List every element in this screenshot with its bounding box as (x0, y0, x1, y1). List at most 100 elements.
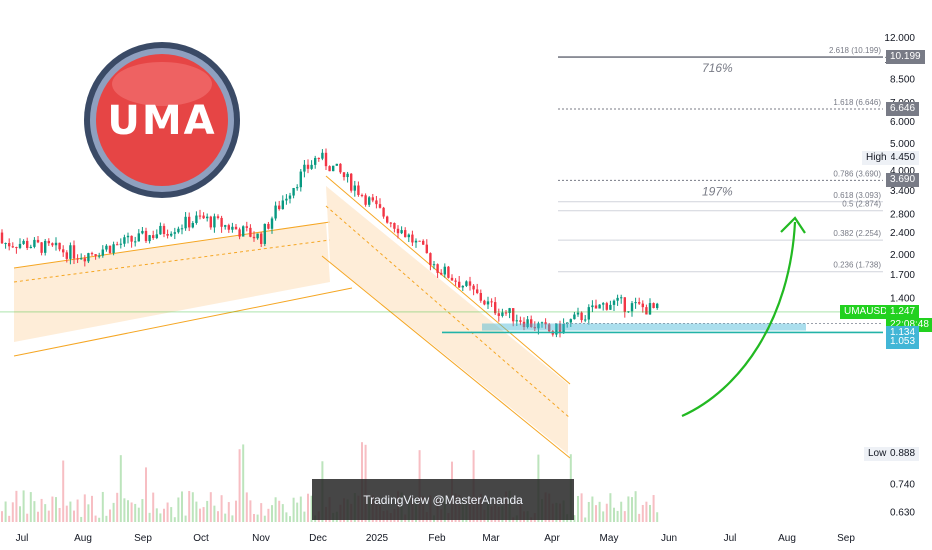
candle-body (612, 300, 616, 305)
candle-body (591, 305, 594, 308)
candle-body (375, 200, 378, 205)
candle-body (260, 233, 263, 244)
volume-bar (235, 500, 237, 522)
candle-body (616, 297, 619, 301)
y-tick-label: 5.000 (890, 139, 915, 150)
candle-body (494, 302, 497, 314)
candle-body (414, 240, 418, 243)
volume-bar (112, 502, 115, 522)
candle-body (144, 230, 148, 242)
candle-body (11, 246, 14, 248)
candle-body (598, 304, 601, 309)
volume-bar (29, 492, 32, 522)
candle-body (112, 244, 115, 253)
volume-bar (134, 503, 137, 522)
candle-body (288, 195, 292, 199)
support-zone (482, 323, 806, 331)
candle-body (314, 157, 317, 165)
fib-label: 2.618 (10.199) (829, 46, 881, 55)
candle-body (238, 229, 241, 237)
downtrend-channel-top (325, 175, 571, 385)
candle-body (18, 243, 22, 248)
candle-body (245, 226, 248, 228)
volume-bar (109, 509, 111, 522)
volume-bar (76, 499, 79, 522)
candle-body (148, 235, 151, 242)
candle-body (263, 223, 266, 244)
volume-bar (616, 510, 619, 522)
candle-body (22, 240, 25, 244)
candle-body (490, 301, 493, 303)
candle-body (126, 235, 130, 238)
downtrend-channel-fill (326, 186, 568, 454)
candle-body (634, 302, 637, 304)
candle-body (299, 171, 302, 188)
candle-body (231, 226, 234, 230)
volume-bar (152, 492, 155, 522)
candle-body (108, 245, 112, 253)
x-tick-label: Feb (428, 533, 446, 544)
candle-body (404, 230, 407, 238)
y-tick-label: 2.800 (890, 209, 915, 220)
candle-body (368, 197, 371, 205)
candle-body (378, 204, 382, 208)
candle-body (33, 239, 36, 247)
candle-body (526, 319, 529, 328)
candle-body (270, 218, 274, 229)
candle-body (540, 322, 544, 324)
candle-body (224, 225, 227, 227)
volume-bar (227, 502, 230, 522)
candle-body (324, 152, 328, 167)
candle-body (440, 272, 443, 275)
candle-body (447, 266, 450, 278)
x-tick-label: 2025 (366, 533, 389, 544)
candle-body (648, 303, 652, 315)
fib-price-tag: 6.646 (886, 102, 920, 116)
volume-bar (206, 500, 209, 522)
candle-body (58, 242, 61, 250)
candle-body (188, 216, 191, 228)
candle-body (587, 307, 590, 320)
last-price-tag: 1.247 (886, 304, 920, 319)
volume-bar (245, 492, 248, 522)
candle-body (116, 244, 119, 246)
volume-bar (15, 490, 18, 522)
volume-bar (177, 497, 180, 522)
candle-body (242, 226, 245, 237)
candle-body (51, 243, 54, 246)
volume-bar (26, 513, 29, 522)
candle-body (274, 205, 277, 219)
volume-bar (55, 497, 57, 522)
y-tick-label: 12.000 (884, 33, 915, 44)
candle-body (335, 163, 338, 166)
price-channels (13, 175, 571, 459)
candle-body (512, 308, 515, 322)
candle-body (0, 232, 4, 244)
candle-body (472, 285, 475, 290)
candle-body (152, 235, 155, 239)
candle-body (296, 187, 299, 189)
candle-body (407, 234, 410, 238)
volume-bar (591, 496, 594, 522)
candle-body (353, 185, 356, 191)
candle-body (216, 216, 220, 218)
candle-body (130, 235, 133, 242)
downtrend-channel-bottom (321, 255, 571, 459)
candle-body (76, 258, 79, 260)
candle-body (476, 289, 479, 294)
x-tick-label: Jun (661, 533, 677, 544)
candle-body (400, 230, 403, 234)
candle-body (94, 254, 97, 256)
volume-bar (253, 513, 255, 522)
candle-body (310, 164, 313, 169)
candle-body (479, 293, 482, 301)
candle-body (105, 245, 108, 250)
volume-bar (65, 505, 68, 522)
volume-bar (101, 491, 104, 522)
volume-bar (47, 510, 50, 522)
x-tick-label: Nov (252, 533, 270, 544)
volume-bar (638, 513, 641, 522)
candle-body (389, 222, 392, 224)
fib-label: 0.382 (2.254) (833, 229, 881, 238)
